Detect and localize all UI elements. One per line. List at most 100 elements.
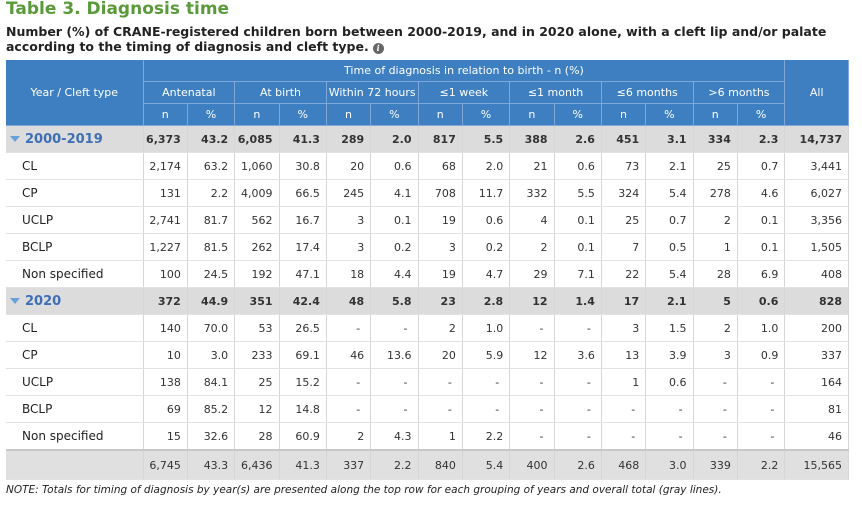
table-cell: 73 — [601, 152, 647, 180]
row-label-text: Non specified — [22, 267, 104, 281]
table-cell: 2,741 — [143, 206, 188, 234]
table-row: Non specified 15 32.6 28 60.9 2 4.3 1 2.2- - - - - -4… — [6, 422, 849, 451]
table-cell: 1 — [418, 422, 463, 451]
table-cell: 6,436 — [234, 449, 280, 480]
table-cell: 14,737 — [784, 125, 849, 153]
row-label: Non specified — [6, 260, 144, 288]
table-cell: 46 — [326, 341, 372, 369]
table-cell: 192 — [234, 260, 280, 288]
table-cell: 0.6 — [645, 368, 694, 396]
table-cell: 4 — [509, 206, 555, 234]
table-cell: 0.1 — [554, 206, 602, 234]
row-label: UCLP — [6, 206, 144, 234]
table-cell: 4.1 — [370, 179, 419, 207]
table-cell: 1.5 — [645, 314, 694, 342]
table-cell: 5.5 — [462, 125, 511, 153]
table-cell: 21 — [509, 152, 555, 180]
table-cell: 25 — [234, 368, 280, 396]
n-header: n — [234, 103, 280, 126]
table-cell: 53 — [234, 314, 280, 342]
table-cell: 2 — [693, 314, 738, 342]
table-cell: 19 — [418, 260, 463, 288]
row-label-text: UCLP — [22, 213, 54, 227]
table-cell: 3.6 — [554, 341, 602, 369]
table-cell: 7 — [601, 233, 647, 261]
table-cell: - — [462, 395, 511, 423]
table-cell: 7.1 — [554, 260, 602, 288]
table-cell: 46 — [784, 422, 849, 451]
table-cell: 324 — [601, 179, 647, 207]
table-cell: 69.1 — [279, 341, 327, 369]
table-cell: 2.8 — [462, 287, 511, 315]
collapse-triangle-icon[interactable] — [10, 135, 20, 142]
table-cell: 5.4 — [645, 179, 694, 207]
table-cell: 1 — [693, 233, 738, 261]
table-cell: 2.2 — [462, 422, 511, 451]
table-cell: - — [737, 368, 786, 396]
table-cell: 24.5 — [187, 260, 236, 288]
info-icon[interactable]: i — [372, 43, 384, 54]
table-cell: - — [509, 368, 555, 396]
table-row: CP 131 2.2 4,009 66.5 245 4.1 708 11.7 332 5.5 324 5… — [6, 179, 849, 207]
row-label-text: 2000-2019 — [25, 131, 103, 147]
table-cell: 6.9 — [737, 260, 786, 288]
table-cell: 840 — [418, 449, 463, 480]
row-label[interactable]: 2000-2019 — [6, 125, 144, 153]
period-header: ≤1 week — [418, 81, 511, 104]
table-cell: 1,060 — [234, 152, 280, 180]
table-cell: 81 — [784, 395, 849, 423]
row-label: CL — [6, 152, 144, 180]
table-cell: 41.3 — [279, 125, 327, 153]
table-cell: 69 — [143, 395, 188, 423]
table-cell: 400 — [509, 449, 555, 480]
table-cell: - — [326, 314, 372, 342]
pct-header: % — [645, 103, 694, 126]
table-cell: 1.0 — [737, 314, 786, 342]
table-cell: 6,085 — [234, 125, 280, 153]
table-cell: 1.0 — [462, 314, 511, 342]
table-row: CL 2,174 63.2 1,060 30.8 20 0.6 68 2.0 21 0.6 73 2.1… — [6, 152, 849, 180]
table-cell: - — [370, 395, 419, 423]
time-of-diagnosis-header: Time of diagnosis in relation to birth -… — [143, 60, 786, 82]
table-cell: 44.9 — [187, 287, 236, 315]
row-label[interactable]: 2020 — [6, 287, 144, 315]
table-cell: 408 — [784, 260, 849, 288]
row-label-text: CL — [22, 321, 38, 335]
table-cell: 131 — [143, 179, 188, 207]
all-header: All — [784, 60, 849, 126]
group-row[interactable]: 2020 372 44.9 351 42.4 48 5.8 23 2.8 12 1.4 17 2.1 5 0… — [6, 287, 849, 315]
table-row: Non specified 100 24.5 192 47.1 18 4.4 19 4.7 29 7… — [6, 260, 849, 288]
table-cell: 2 — [693, 206, 738, 234]
period-header: Antenatal — [143, 81, 236, 104]
row-label-text: CP — [22, 348, 38, 362]
table-cell: 0.6 — [737, 287, 786, 315]
table-cell: 68 — [418, 152, 463, 180]
table-cell: 60.9 — [279, 422, 327, 451]
collapse-triangle-icon[interactable] — [10, 297, 20, 304]
table-cell: 32.6 — [187, 422, 236, 451]
row-label-text: BCLP — [22, 402, 53, 416]
n-header: n — [418, 103, 463, 126]
table-cell: 30.8 — [279, 152, 327, 180]
table-cell: 351 — [234, 287, 280, 315]
group-row[interactable]: 2000-2019 6,373 43.2 6,085 41.3 289 2.0 817 5.5 3… — [6, 125, 849, 153]
table-row: CL 140 70.0 53 26.5- -2 1.0- -3 1.5 2 1.0 200 — [6, 314, 849, 342]
table-cell: 6,027 — [784, 179, 849, 207]
table-cell: 14.8 — [279, 395, 327, 423]
row-label-text: 2020 — [25, 293, 62, 309]
table-note: NOTE: Totals for timing of diagnosis by … — [6, 484, 722, 496]
table-cell: 5.4 — [645, 260, 694, 288]
table-cell: 12 — [234, 395, 280, 423]
pct-header: % — [187, 103, 236, 126]
table-cell: 245 — [326, 179, 372, 207]
table-cell: 388 — [509, 125, 555, 153]
table-cell: 140 — [143, 314, 188, 342]
table-cell: 66.5 — [279, 179, 327, 207]
table-cell: 4.6 — [737, 179, 786, 207]
table-cell: - — [601, 395, 647, 423]
table-cell: 3,441 — [784, 152, 849, 180]
table-cell: - — [554, 368, 602, 396]
pct-header: % — [370, 103, 419, 126]
table-cell: 0.7 — [645, 206, 694, 234]
table-cell: 3.0 — [645, 449, 694, 480]
